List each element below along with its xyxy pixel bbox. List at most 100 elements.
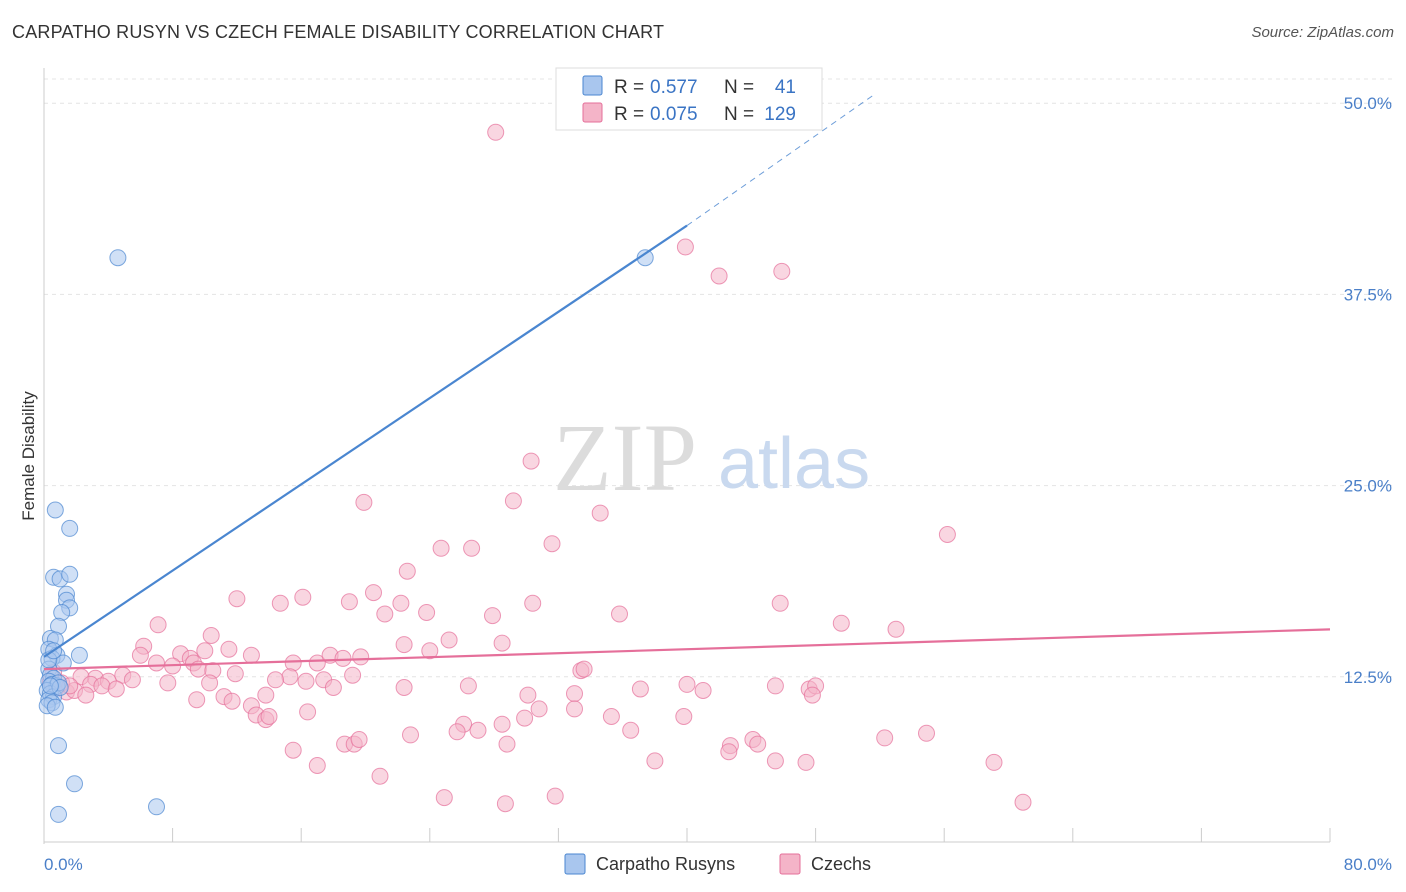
czech-point <box>297 672 315 690</box>
czech-point <box>260 708 278 725</box>
czech-point <box>148 654 165 672</box>
czech-point <box>202 627 220 644</box>
czech-point <box>223 692 241 710</box>
czech-point <box>566 700 583 718</box>
legend-r-value-1: 0.075 <box>650 104 698 125</box>
czech-point <box>294 588 312 606</box>
czech-point <box>365 584 382 602</box>
czech-point <box>469 721 487 739</box>
czech-point <box>602 708 620 725</box>
czech-point <box>887 620 905 638</box>
czech-point <box>350 731 368 748</box>
czech-point <box>334 649 352 667</box>
bottom-legend-label-czechs: Czechs <box>811 854 871 874</box>
czech-point <box>646 752 664 770</box>
carpatho-trend-line <box>43 224 688 658</box>
czech-point <box>516 709 534 727</box>
czech-point <box>299 703 317 721</box>
czech-point <box>676 238 694 256</box>
czech-point <box>766 677 784 695</box>
legend-n-value-1: 129 <box>764 104 796 125</box>
czech-point <box>876 729 894 747</box>
czech-point <box>402 726 419 744</box>
czech-point <box>985 753 1003 771</box>
watermark-zip: ZIP <box>553 404 697 511</box>
czech-trend-line <box>43 628 1331 671</box>
czech-point <box>611 605 628 623</box>
czech-point <box>131 646 149 664</box>
y-axis-title: Female Disability <box>19 391 38 521</box>
czech-point <box>395 636 413 654</box>
czech-point <box>631 680 649 698</box>
czech-point <box>524 594 542 612</box>
czech-point <box>188 691 206 709</box>
y-tick-label: 25.0% <box>1344 477 1392 496</box>
czech-point <box>355 493 373 511</box>
axes <box>43 68 1331 844</box>
czech-point <box>228 590 246 608</box>
legend-r-label-0: R = <box>614 77 644 98</box>
czech-point <box>267 671 284 689</box>
czech-point <box>371 767 389 785</box>
czech-point <box>398 562 416 580</box>
carpatho-point <box>46 698 64 716</box>
legend-swatch-carpatho <box>582 75 603 96</box>
czech-point <box>832 614 850 632</box>
czech-point <box>496 795 514 813</box>
legend-n-label-0: N = <box>724 77 754 98</box>
czech-point <box>435 789 453 807</box>
czech-point <box>242 646 260 664</box>
czech-point <box>196 642 214 660</box>
y-tick-label: 50.0% <box>1344 94 1392 113</box>
czech-point <box>749 735 767 753</box>
carpatho-point <box>70 646 88 664</box>
carpatho-trend-extension <box>686 93 876 226</box>
carpatho-point <box>50 805 67 823</box>
czech-point <box>352 648 370 666</box>
y-tick-labels: 12.5% 25.0% 37.5% 50.0% <box>1344 94 1392 687</box>
y-tick-label: 12.5% <box>1344 668 1392 687</box>
czech-point <box>284 741 302 759</box>
y-tick-label: 37.5% <box>1344 285 1392 304</box>
czech-point <box>678 675 696 693</box>
czech-point <box>720 743 738 761</box>
czech-point <box>418 604 436 621</box>
carpatho-point <box>50 737 67 755</box>
czech-point <box>1014 793 1032 811</box>
czech-point <box>622 721 640 739</box>
czech-point <box>504 492 522 510</box>
czech-point <box>392 594 410 612</box>
x-tick-label-min: 0.0% <box>44 855 83 874</box>
carpatho-point <box>41 677 59 695</box>
czech-point <box>226 665 244 683</box>
source-label: Source: ZipAtlas.com <box>1251 24 1394 41</box>
czech-point <box>546 787 564 805</box>
carpatho-point <box>46 501 64 519</box>
carpatho-point <box>66 775 83 793</box>
czech-point <box>493 634 511 652</box>
czech-point <box>710 267 728 285</box>
czech-point <box>803 686 821 704</box>
watermark: ZIP atlas <box>553 404 870 511</box>
carpatho-point <box>109 249 127 267</box>
czech-point <box>519 686 537 704</box>
czech-point <box>448 723 466 741</box>
czech-point <box>918 724 935 742</box>
legend-r-value-0: 0.577 <box>650 77 698 98</box>
czech-point <box>344 666 362 684</box>
czech-point <box>530 700 548 718</box>
bottom-legend-label-carpatho: Carpatho Rusyns <box>596 854 735 874</box>
czech-point <box>938 526 956 543</box>
czech-point <box>675 708 693 725</box>
czech-point <box>93 677 111 695</box>
czech-point <box>498 735 516 753</box>
czech-point <box>773 262 791 280</box>
chart-title: CARPATHO RUSYN VS CZECH FEMALE DISABILIT… <box>12 22 665 42</box>
grid-lines <box>44 78 1392 678</box>
legend-swatch-czechs <box>582 102 603 123</box>
czech-point <box>432 539 450 557</box>
watermark-atlas: atlas <box>718 424 870 504</box>
czech-point <box>284 654 302 672</box>
x-tick-label-max: 80.0% <box>1344 855 1392 874</box>
legend-r-label-1: R = <box>614 104 644 125</box>
